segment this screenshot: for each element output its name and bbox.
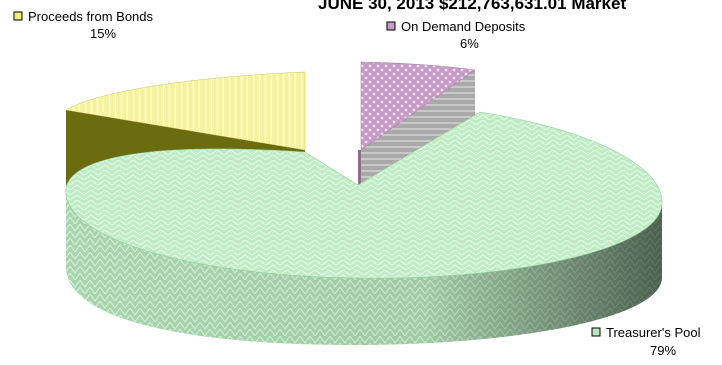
slice-on-demand-deposits xyxy=(360,61,476,151)
chart-title: JUNE 30, 2013 $212,763,631.01 Market xyxy=(318,0,627,13)
slice-percent-treasurers-pool: 79% xyxy=(650,343,676,358)
slice-percent-on-demand-deposits: 6% xyxy=(460,36,479,51)
slice-treasurers-pool xyxy=(65,111,663,279)
slice-label-treasurers-pool: Treasurer's Pool xyxy=(606,325,701,340)
legend-swatch-proceeds-from-bonds xyxy=(13,11,23,21)
slice-label-proceeds-from-bonds: Proceeds from Bonds xyxy=(28,9,154,24)
slice-proceeds-from-bonds xyxy=(65,71,306,151)
slice-side-on-demand-deposits xyxy=(361,70,475,185)
label-proceeds-from-bonds: Proceeds from Bonds 15% xyxy=(13,9,154,41)
slice-side-shade xyxy=(65,188,663,345)
legend-swatch-on-demand-deposits xyxy=(386,21,396,31)
label-treasurers-pool: Treasurer's Pool 79% xyxy=(591,325,701,358)
legend-swatch-treasurers-pool xyxy=(591,327,601,337)
slice-percent-proceeds-from-bonds: 15% xyxy=(90,26,116,41)
slice-side-front-on-demand-deposits xyxy=(358,150,361,185)
slice-label-on-demand-deposits: On Demand Deposits xyxy=(401,19,526,34)
label-on-demand-deposits: On Demand Deposits 6% xyxy=(386,19,526,51)
